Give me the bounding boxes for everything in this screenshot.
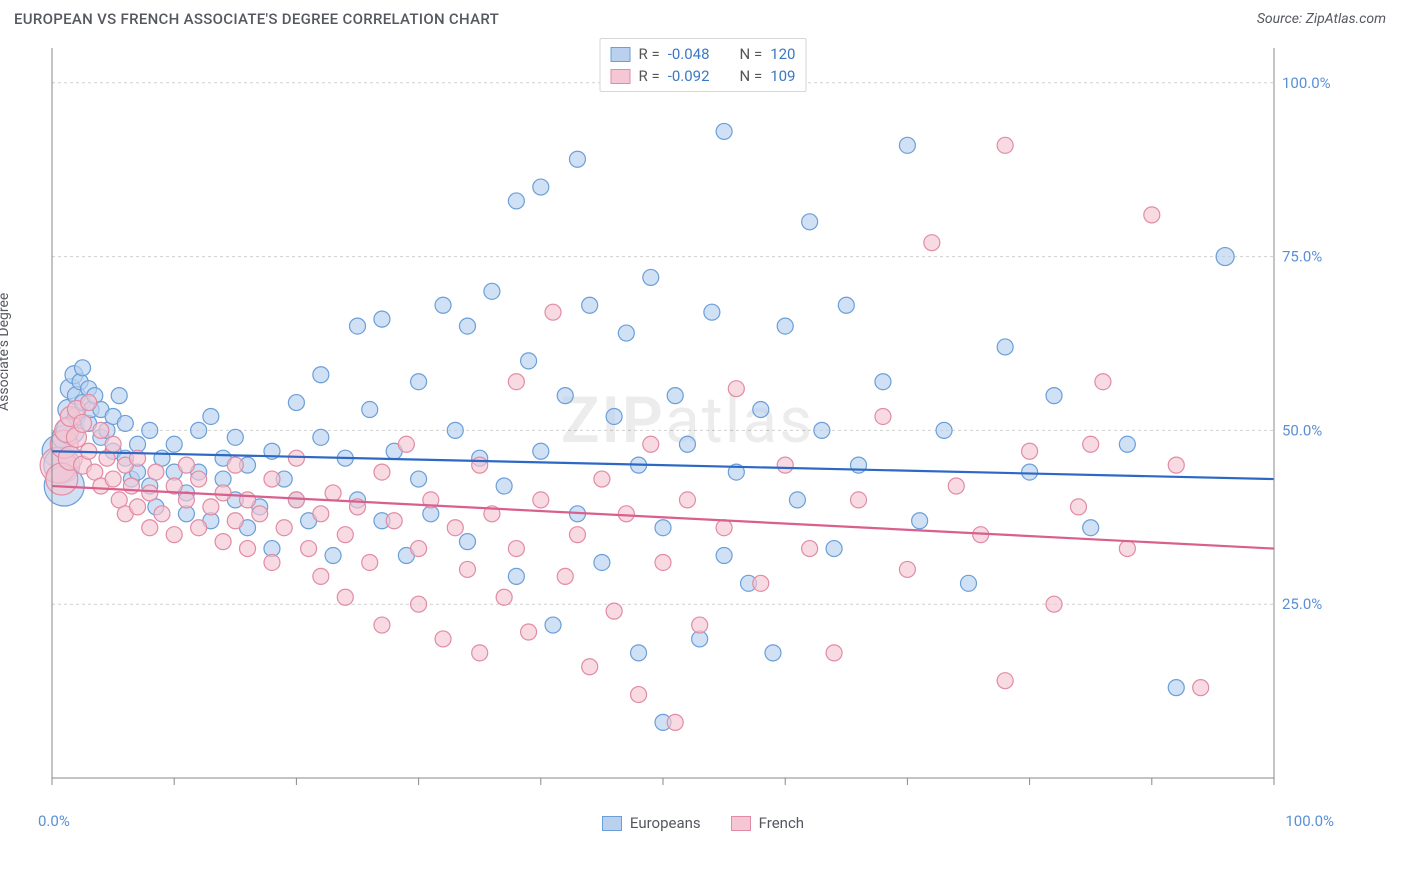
x-axis-end-label: 100.0% <box>1285 812 1334 830</box>
chart-area: Associate's Degree 25.0%50.0%75.0%100.0%… <box>14 38 1392 808</box>
legend-row: R =-0.048N =120 <box>611 43 796 65</box>
y-axis-label: Associate's Degree <box>0 293 12 411</box>
legend-swatch <box>602 816 622 831</box>
series-legend: Europeans French <box>0 814 1406 832</box>
svg-text:100.0%: 100.0% <box>1282 74 1331 92</box>
chart-title: EUROPEAN VS FRENCH ASSOCIATE'S DEGREE CO… <box>14 10 499 28</box>
header: EUROPEAN VS FRENCH ASSOCIATE'S DEGREE CO… <box>0 0 1406 34</box>
svg-text:50.0%: 50.0% <box>1282 421 1322 439</box>
series-legend-item: French <box>731 814 804 832</box>
svg-text:25.0%: 25.0% <box>1282 595 1322 613</box>
source-label: Source: ZipAtlas.com <box>1257 11 1386 27</box>
x-axis-start-label: 0.0% <box>38 812 70 830</box>
correlation-legend: R =-0.048N =120R =-0.092N =109 <box>600 38 807 92</box>
scatter-plot: 25.0%50.0%75.0%100.0%ZIPatlas <box>14 38 1344 808</box>
legend-swatch <box>611 47 631 62</box>
legend-swatch <box>611 69 631 84</box>
series-legend-item: Europeans <box>602 814 701 832</box>
svg-text:75.0%: 75.0% <box>1282 248 1322 266</box>
legend-row: R =-0.092N =109 <box>611 65 796 87</box>
legend-swatch <box>731 816 751 831</box>
